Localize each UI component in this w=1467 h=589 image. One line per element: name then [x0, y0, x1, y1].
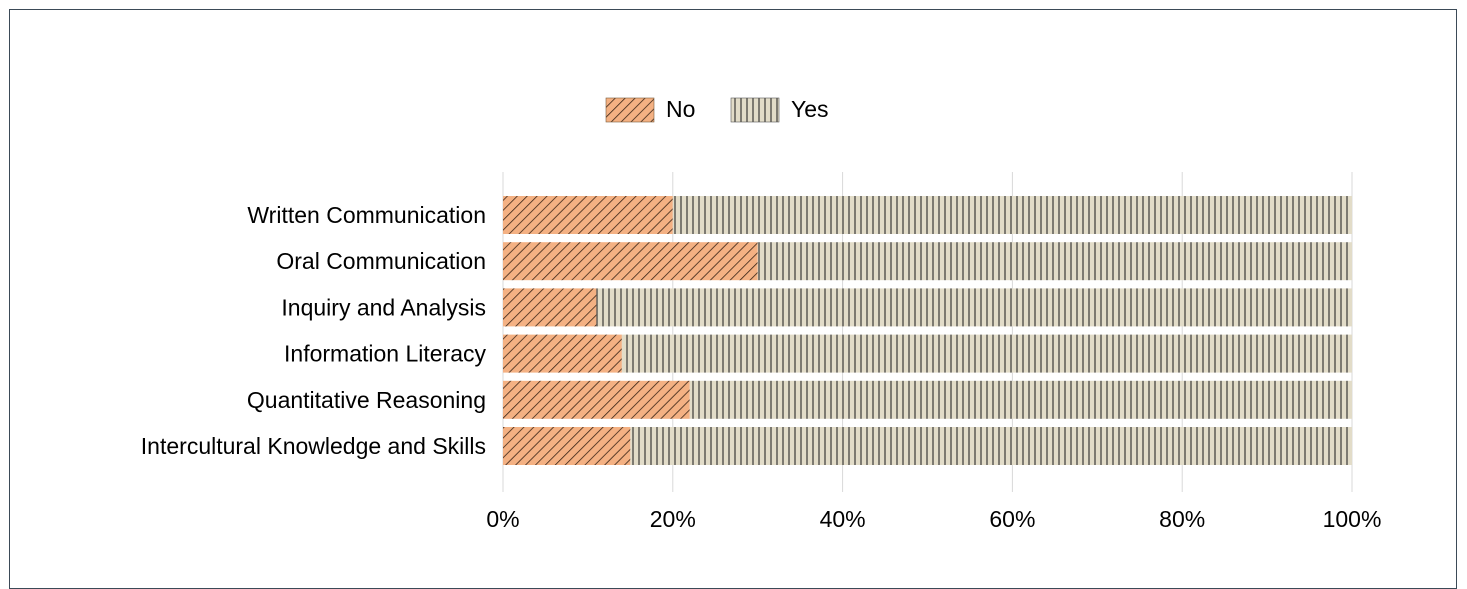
x-tick-label: 60% — [989, 506, 1035, 532]
bar-yes-3 — [621, 334, 1352, 373]
legend-swatch-no — [605, 97, 655, 123]
legend: No Yes — [605, 96, 829, 123]
stacked-bar-chart: Written Communication Oral Communication I… — [141, 96, 1382, 532]
category-label: Intercultural Knowledge and Skills — [141, 433, 486, 459]
bar-no-2 — [503, 288, 597, 327]
bar-yes-1 — [757, 242, 1352, 281]
bar-no-4 — [503, 380, 690, 419]
bar-no-0 — [503, 196, 673, 234]
category-label: Oral Communication — [276, 248, 486, 274]
legend-label-no: No — [666, 96, 695, 122]
category-labels: Written Communication Oral Communication I… — [141, 202, 487, 459]
x-tick-label: 100% — [1323, 506, 1382, 532]
x-tick-label: 80% — [1159, 506, 1205, 532]
bar-no-1 — [503, 242, 758, 281]
category-label: Quantitative Reasoning — [247, 387, 486, 413]
category-label: Inquiry and Analysis — [281, 294, 486, 320]
category-label: Written Communication — [247, 202, 486, 228]
bar-yes-2 — [596, 288, 1352, 327]
x-tick-label: 40% — [820, 506, 866, 532]
category-label: Information Literacy — [284, 341, 486, 367]
bar-no-5 — [503, 427, 631, 465]
legend-swatch-yes — [730, 97, 780, 123]
bar-yes-0 — [672, 196, 1352, 234]
bar-yes-4 — [689, 380, 1352, 419]
bar-no-3 — [503, 334, 622, 373]
legend-label-yes: Yes — [791, 96, 829, 122]
bar-yes-5 — [630, 427, 1352, 465]
x-tick-label: 20% — [650, 506, 696, 532]
bars — [503, 196, 1352, 465]
x-tick-labels: 0% 20% 40% 60% 80% 100% — [486, 506, 1381, 532]
x-tick-label: 0% — [486, 506, 519, 532]
